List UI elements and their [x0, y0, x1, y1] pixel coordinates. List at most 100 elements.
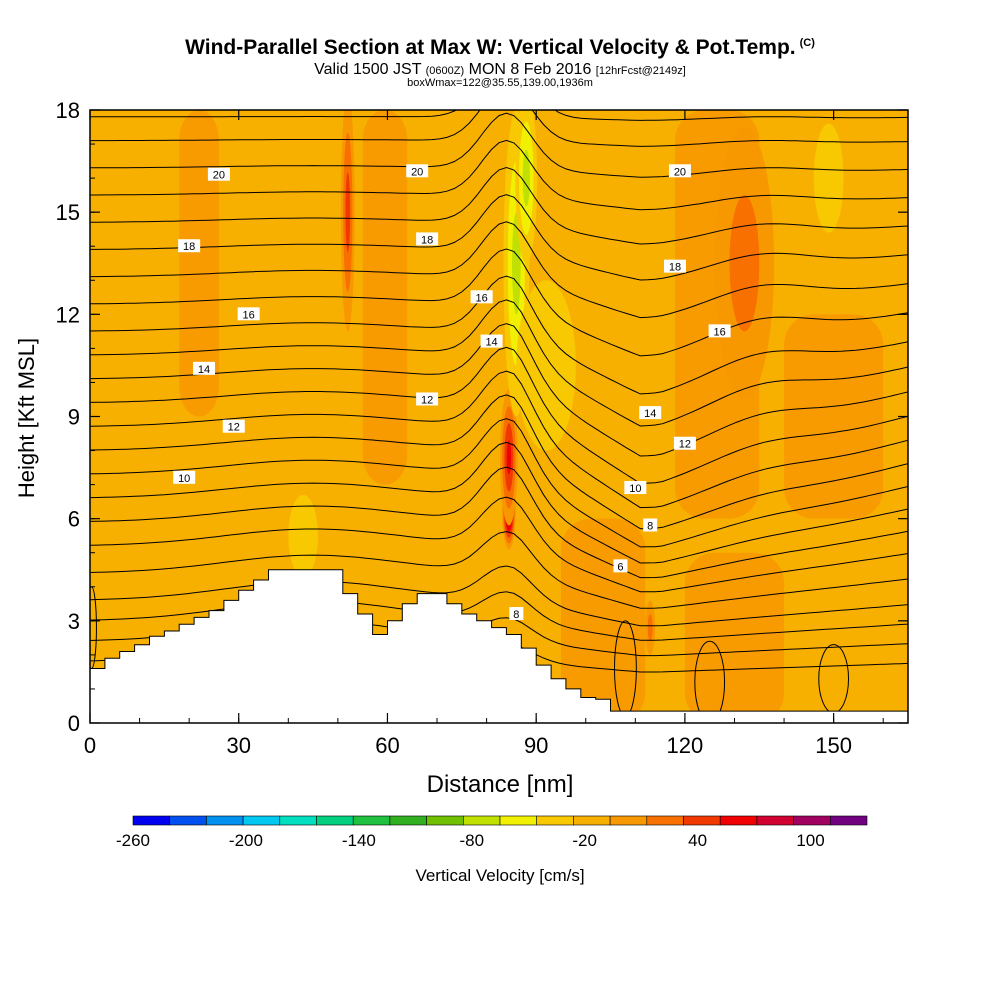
colorbar: -260 -200 -140 -80 -20 40 100: [116, 815, 868, 850]
valid-time: Valid 1500 JST: [314, 61, 422, 78]
velocity-cell: [813, 123, 844, 233]
contour-label: 20: [674, 166, 686, 178]
theta-contour-line: [90, 248, 908, 357]
velocity-cell: [522, 149, 530, 207]
contour-label: 12: [421, 394, 433, 406]
valid-date: MON 8 Feb 2016: [468, 61, 592, 78]
chart-subtitle: Valid 1500 JST (0600Z) MON 8 Feb 2016 [1…: [0, 61, 1000, 79]
colorbar-swatch: [756, 815, 794, 826]
contour-label: 14: [485, 337, 497, 349]
colorbar-swatch: [279, 815, 317, 826]
colorbar-swatch: [316, 815, 354, 826]
colorbar-swatch: [499, 815, 538, 826]
colorbar-tick-label: -200: [229, 831, 263, 850]
contour-label-box: [470, 290, 493, 304]
theta-contour-line: [90, 275, 908, 395]
contour-label: 16: [476, 292, 488, 304]
contour-label-box: [509, 607, 524, 621]
y-tick-label: 0: [68, 711, 80, 736]
colorbar-swatch: [169, 815, 207, 826]
theta-contour-line: [90, 466, 908, 579]
contour-label: 6: [617, 561, 623, 573]
contour-label-box: [406, 164, 429, 178]
colorbar-label: Vertical Velocity [cm/s]: [415, 866, 584, 885]
velocity-cell: [345, 172, 351, 252]
band-east-mid: [784, 314, 884, 519]
theta-contour-line: [90, 418, 908, 548]
theta-contour-line: [90, 110, 908, 121]
colorbar-swatch: [683, 815, 721, 826]
colorbar-swatch: [389, 815, 427, 826]
colorbar-swatch: [646, 815, 684, 826]
theta-contour-line: [90, 370, 908, 509]
contour-label: 12: [228, 422, 240, 434]
contour-label: 12: [679, 439, 691, 451]
band-lee-east: [684, 552, 785, 723]
contour-label: 8: [647, 520, 653, 532]
colorbar-swatch: [132, 815, 171, 826]
y-tick-label: 18: [56, 98, 80, 123]
contour-label: 18: [421, 234, 433, 246]
colorbar-swatch: [719, 815, 758, 826]
colorbar-swatch: [426, 815, 464, 826]
utc-time: (0600Z): [425, 65, 465, 77]
colorbar-tick-label: -140: [342, 831, 376, 850]
theta-contour-line: [90, 346, 908, 484]
theta-contour-line: [90, 496, 908, 593]
colorbar-swatch: [352, 815, 391, 826]
y-tick-label: 15: [56, 200, 80, 225]
theta-contour-line: [90, 139, 908, 211]
contour-label-box: [207, 167, 230, 181]
theta-contour-line: [90, 565, 908, 627]
contour-label-box: [480, 334, 503, 348]
theta-contour-line: [90, 531, 908, 609]
terrain-mask: [89, 569, 909, 724]
contour-label-box: [178, 239, 201, 253]
colorbar-swatch: [206, 815, 244, 826]
contour-label-box: [663, 259, 686, 273]
x-tick-label: 30: [226, 733, 250, 758]
colorbar-swatch: [609, 815, 648, 826]
velocity-cell: [506, 440, 512, 475]
y-tick-label: 9: [68, 405, 80, 430]
x-axis-label: Distance [nm]: [427, 771, 574, 798]
contour-label: 16: [243, 309, 255, 321]
y-axis-label: Height [Kft MSL]: [14, 338, 39, 498]
colorbar-swatch: [829, 815, 868, 826]
y-tick-label: 6: [68, 507, 80, 532]
contour-label-box: [708, 324, 731, 338]
contour-label: 8: [513, 609, 519, 621]
theta-contour-line: [90, 112, 908, 178]
theta-contour-line: [90, 110, 908, 147]
contour-label-box: [173, 470, 196, 484]
contour-label-box: [643, 518, 658, 532]
contour-label: 20: [213, 170, 225, 182]
x-axis: 0 30 60 90 120 150: [84, 110, 884, 758]
chart-title: Wind-Parallel Section at Max W: Vertical…: [0, 36, 1000, 60]
y-tick-label: 12: [56, 302, 80, 327]
colorbar-swatch: [573, 815, 611, 826]
contour-label: 14: [198, 364, 210, 376]
contour-label-box: [237, 307, 260, 321]
colorbar-tick-label: 40: [688, 831, 707, 850]
x-tick-label: 0: [84, 733, 96, 758]
band-ridge-b: [179, 110, 219, 417]
contour-label-box: [416, 232, 439, 246]
contour-label-box: [624, 481, 647, 495]
chart-title-text: Wind-Parallel Section at Max W: Vertical…: [185, 36, 796, 59]
band-ridge-a: [362, 110, 408, 485]
velocity-cell: [531, 322, 561, 408]
velocity-cell: [288, 494, 319, 577]
theta-contour-line: [90, 221, 908, 319]
x-tick-label: 60: [375, 733, 399, 758]
contour-label-box: [613, 559, 628, 573]
colorbar-swatch: [536, 815, 574, 826]
colorbar-swatch: [242, 815, 281, 826]
contour-label-box: [673, 436, 696, 450]
colorbar-swatch: [793, 815, 831, 826]
x-tick-label: 120: [667, 733, 704, 758]
colorbar-tick-label: 100: [796, 831, 824, 850]
forecast-info: [12hrFcst@2149z]: [595, 65, 686, 77]
contour-label-box: [193, 361, 216, 375]
